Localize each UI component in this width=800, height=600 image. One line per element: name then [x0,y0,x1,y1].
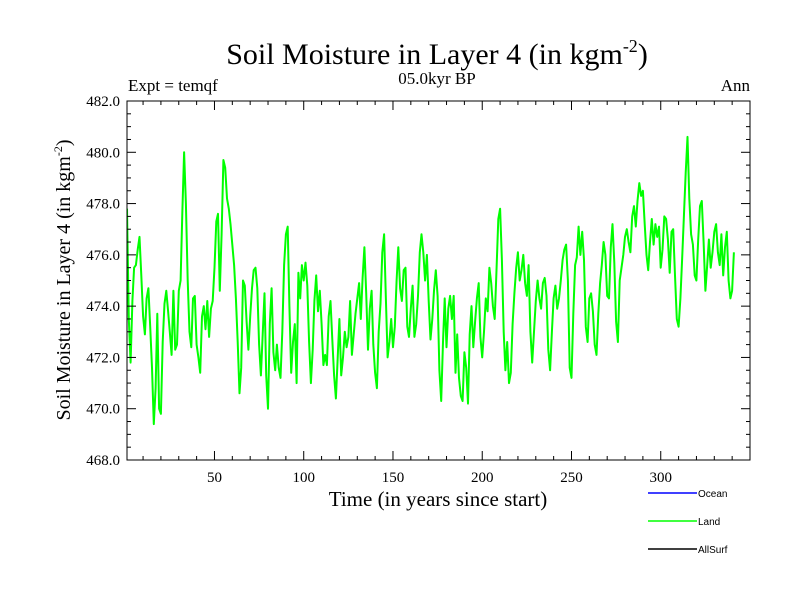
legend-label-land: Land [698,517,720,528]
legend-label-ocean: Ocean [698,489,727,500]
y-tick-label: 482.0 [86,94,120,110]
chart-title: Soil Moisture in Layer 4 (in kgm-2) [226,36,648,71]
experiment-label: Expt = temqf [128,76,218,95]
period-label: 05.0kyr BP [398,69,475,88]
plot-frame [126,100,751,461]
y-axis-label-superscript: -2 [51,146,65,156]
season-label: Ann [721,76,751,95]
chart-title-superscript: -2 [623,36,638,56]
x-tick-label: 100 [292,470,315,486]
x-tick-label: 300 [649,470,672,486]
x-axis-label: Time (in years since start) [329,487,548,511]
y-tick-label: 472.0 [86,350,120,366]
series-line-land [127,135,735,426]
x-tick-label: 200 [471,470,494,486]
x-tick-label: 250 [560,470,583,486]
y-tick-label: 474.0 [86,299,120,315]
y-tick-label: 468.0 [86,453,120,469]
legend: Ocean Land AllSurf [648,489,728,556]
y-tick-label: 476.0 [86,248,120,264]
y-tick-label: 478.0 [86,197,120,213]
y-axis-label: Soil Moisture in Layer 4 (in kgm-2) [51,139,75,420]
y-tick-label: 470.0 [86,402,120,418]
y-tick-label: 480.0 [86,145,120,161]
x-tick-label: 50 [207,470,222,486]
x-tick-label: 150 [382,470,405,486]
legend-label-allsurf: AllSurf [698,545,728,556]
